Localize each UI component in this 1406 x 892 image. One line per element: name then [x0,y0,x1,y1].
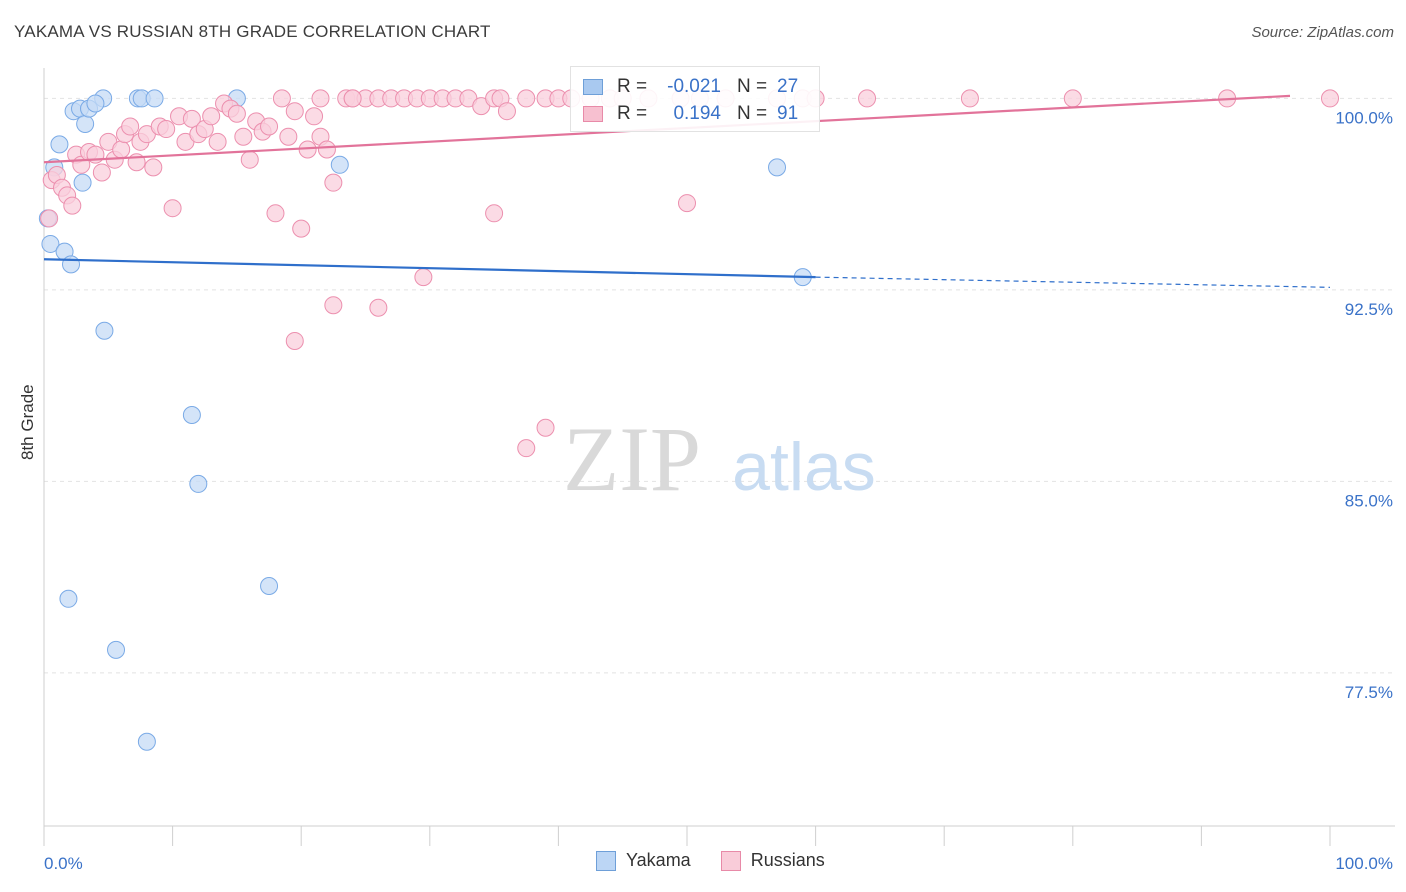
x-tick-label: 100.0% [1335,854,1393,873]
legend-label-russians: Russians [750,850,825,870]
point-russians [144,158,163,177]
y-tick-label: 100.0% [1335,108,1393,127]
y-tick-label: 92.5% [1345,300,1393,319]
legend-row-yakama: R = -0.021 N = 27 [583,75,798,99]
y-tick-label: 85.0% [1345,491,1393,510]
tick-labels: 100.0% 92.5% 85.0% 77.5% 0.0% 100.0% [44,108,1393,873]
legend-label-yakama: Yakama [626,850,691,870]
point-russians [208,132,227,151]
legend-swatch-yakama [596,850,616,871]
point-russians [157,120,176,139]
point-russians [112,140,131,159]
point-yakama [768,158,787,177]
point-russians [517,439,536,458]
n-value: 91 [777,103,799,124]
point-russians [202,107,221,126]
point-russians [40,209,59,228]
n-value: 27 [777,76,799,97]
source-label: Source: ZipAtlas.com [1251,24,1394,41]
point-yakama [182,405,201,424]
point-russians [517,89,536,108]
watermark: ZIP atlas [563,408,876,510]
legend-swatch-yakama [583,79,603,95]
point-russians [960,89,979,108]
r-label: R = [617,76,648,97]
n-label: N = [737,76,768,97]
y-axis-label: 8th Grade [18,384,37,460]
point-yakama [86,94,105,113]
point-russians [343,89,362,108]
point-yakama [189,474,208,493]
point-russians [227,104,246,123]
stats-legend: R = -0.021 N = 27 R = 0.194 N = 91 [570,66,820,132]
point-russians [63,196,82,215]
legend-item-yakama[interactable]: Yakama [596,850,691,871]
point-russians [324,296,343,315]
point-yakama [95,321,114,340]
r-label: R = [617,103,648,124]
trend-line-yakama [43,258,816,279]
point-russians [1063,89,1082,108]
point-russians [240,150,259,169]
point-russians [260,117,279,136]
point-yakama [145,89,164,108]
point-yakama [41,234,60,253]
y-tick-label: 77.5% [1345,683,1393,702]
point-yakama [137,732,156,751]
point-russians [285,102,304,121]
point-yakama [59,589,78,608]
trend-line-yakama-extension [815,276,1331,288]
watermark-atlas: atlas [732,429,876,505]
point-russians [311,89,330,108]
point-russians [678,194,696,213]
point-yakama [330,155,349,174]
point-russians [485,204,504,223]
point-yakama [62,255,81,274]
n-label: N = [737,103,768,124]
point-russians [163,199,182,218]
watermark-zip: ZIP [563,408,701,510]
point-yakama [76,114,95,133]
legend-swatch-russians [720,850,741,871]
grid-lines [44,97,1395,674]
point-russians [272,89,291,108]
point-russians [324,173,343,192]
r-value: 0.194 [673,103,721,124]
point-russians [414,268,433,287]
point-russians [234,127,253,146]
x-tick-label: 0.0% [44,854,83,873]
point-russians [1321,89,1339,108]
point-russians [266,204,285,223]
point-russians [369,298,388,317]
point-russians [182,109,201,128]
point-yakama [73,173,92,192]
point-yakama [107,640,126,659]
point-russians [279,127,298,146]
point-russians [92,163,111,182]
point-russians [317,140,336,159]
axes [43,68,1395,846]
point-russians [536,418,555,437]
point-russians [858,89,877,108]
legend-swatch-russians [583,106,603,122]
r-value: -0.021 [667,76,721,97]
legend-row-russians: R = 0.194 N = 91 [583,102,798,126]
chart-title: YAKAMA VS RUSSIAN 8TH GRADE CORRELATION … [14,22,491,41]
point-russians [121,117,140,136]
point-russians [285,331,304,350]
point-russians [292,219,311,238]
point-russians [305,107,324,126]
point-russians [497,102,516,121]
point-yakama [50,135,69,154]
legend-item-russians[interactable]: Russians [720,850,825,871]
series-legend: Yakama Russians [596,850,855,871]
point-yakama [260,577,279,596]
